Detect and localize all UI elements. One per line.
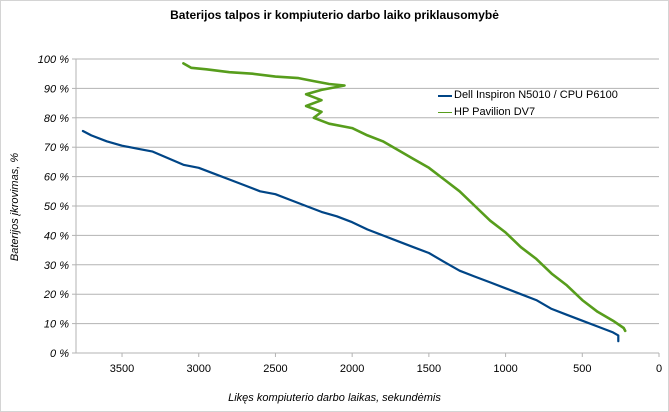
- y-axis-label: Baterijos įkrovimas, %: [9, 152, 21, 262]
- x-tick-label: 1500: [417, 363, 441, 375]
- y-tick-label: 10 %: [44, 319, 69, 331]
- x-tick-label: 2000: [340, 363, 364, 375]
- y-tick-label: 80 %: [44, 113, 69, 125]
- chart-title: Baterijos talpos ir kompiuterio darbo la…: [170, 8, 499, 22]
- legend-item-hp: HP Pavilion DV7: [438, 104, 618, 121]
- y-tick-label: 20 %: [43, 289, 69, 301]
- x-tick-label: 3500: [110, 363, 134, 375]
- y-tick-label: 0 %: [50, 348, 69, 360]
- x-tick-label: 0: [656, 363, 662, 375]
- series-line-hp: [182, 62, 627, 333]
- series-line-dell: [81, 129, 620, 343]
- y-tick-label: 70 %: [44, 142, 69, 154]
- x-tick-label: 3000: [186, 363, 210, 375]
- legend: Dell Inspiron N5010 / CPU P6100 HP Pavil…: [438, 87, 618, 121]
- y-tick-label: 50 %: [44, 201, 69, 213]
- legend-item-dell: Dell Inspiron N5010 / CPU P6100: [438, 87, 618, 104]
- legend-label-hp: HP Pavilion DV7: [454, 106, 536, 118]
- legend-swatch-hp: [438, 112, 452, 113]
- x-tick-label: 500: [573, 363, 591, 375]
- y-tick-label: 40 %: [44, 230, 69, 242]
- y-tick-label: 100 %: [38, 54, 69, 66]
- x-tick-label: 1000: [493, 363, 517, 375]
- y-tick-label: 90 %: [44, 83, 69, 95]
- y-tick-label: 60 %: [44, 172, 69, 184]
- y-tick-label: 30 %: [44, 260, 69, 272]
- x-axis-label: Likęs kompiuterio darbo laikas, sekundėm…: [228, 392, 441, 404]
- legend-swatch-dell: [438, 94, 452, 97]
- x-tick-label: 2500: [263, 363, 287, 375]
- legend-label-dell: Dell Inspiron N5010 / CPU P6100: [454, 89, 618, 101]
